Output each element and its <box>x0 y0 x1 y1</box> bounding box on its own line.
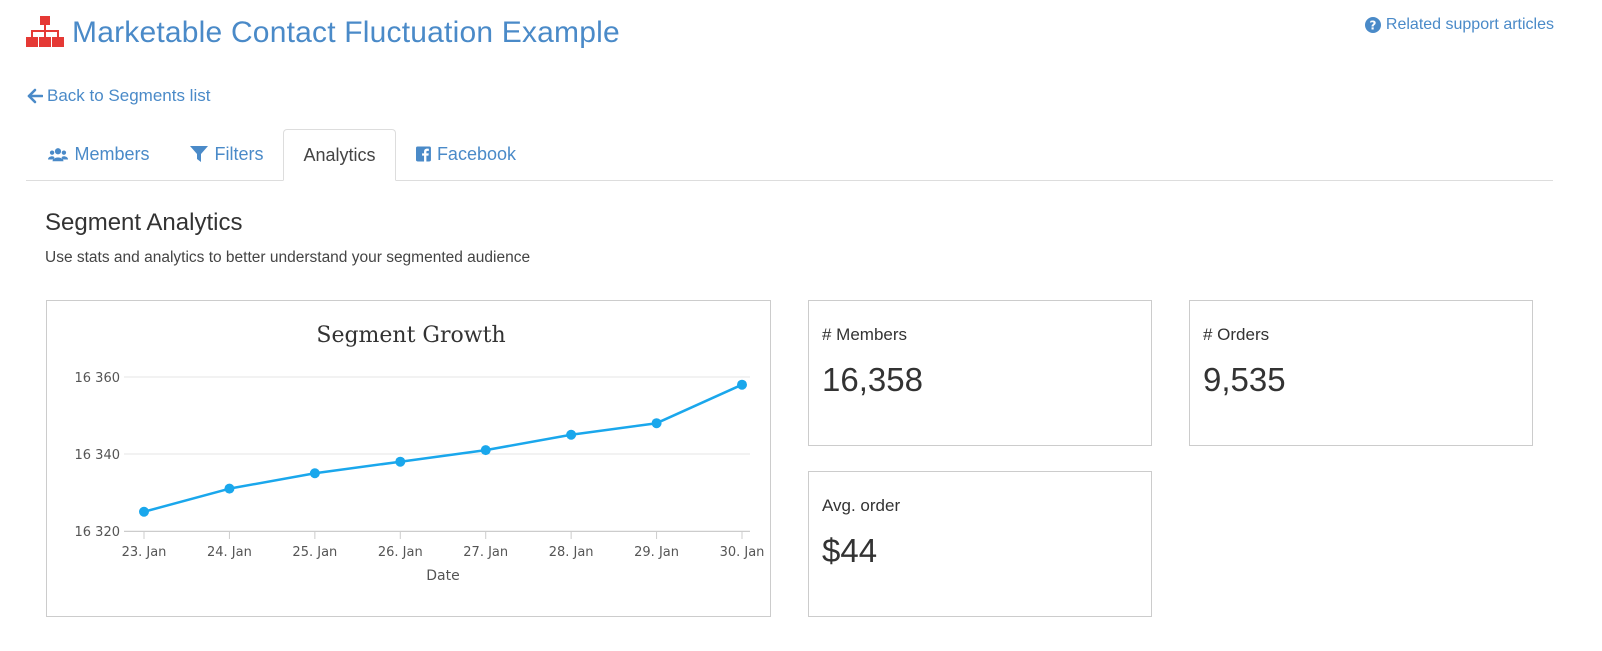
data-point <box>480 445 491 456</box>
chart-title: Segment Growth <box>316 323 505 348</box>
tab-members-label: Members <box>74 143 150 164</box>
svg-text:?: ? <box>1369 19 1376 33</box>
page-title: Marketable Contact Fluctuation Example <box>72 16 620 49</box>
data-point <box>224 483 235 494</box>
stat-card-members: # Members 16,358 <box>808 300 1152 446</box>
tab-filters[interactable]: Filters <box>186 129 266 179</box>
section-title: Segment Analytics <box>45 209 243 236</box>
section-subtitle: Use stats and analytics to better unders… <box>45 249 531 266</box>
arrow-left-icon <box>27 88 43 104</box>
data-point <box>651 418 662 429</box>
chart-series <box>139 379 747 517</box>
chart-axes: 16 320 16 340 16 360 23. Jan 24. Jan 25. Jan 2… <box>75 371 765 560</box>
header: Marketable Contact Fluctuation Example <box>26 14 620 52</box>
tab-filters-label: Filters <box>214 143 264 164</box>
data-point <box>566 429 577 440</box>
tab-facebook-label: Facebook <box>436 143 516 164</box>
stat-label: Avg. order <box>822 496 901 515</box>
related-support-articles-link[interactable]: ? Related support articles <box>1364 16 1554 34</box>
x-tick-label: 29. Jan <box>634 545 679 560</box>
data-point <box>737 379 747 390</box>
question-circle-icon: ? <box>1364 17 1381 33</box>
stat-value: $44 <box>822 532 878 569</box>
users-icon <box>48 148 69 162</box>
x-tick-label: 26. Jan <box>378 545 423 560</box>
filter-icon <box>189 146 208 162</box>
data-point <box>139 506 149 517</box>
stat-card-orders: # Orders 9,535 <box>1189 300 1533 446</box>
tab-analytics-label: Analytics <box>303 144 376 165</box>
tab-facebook[interactable]: Facebook <box>416 129 516 179</box>
y-tick-label: 16 320 <box>75 525 121 540</box>
chart-grid <box>124 376 750 532</box>
segment-growth-chart-card: Segment Growth 16 320 16 340 16 360 23. Jan… <box>46 300 771 617</box>
stat-value: 9,535 <box>1203 361 1286 398</box>
data-point <box>395 456 406 467</box>
facebook-icon <box>416 146 431 162</box>
x-tick-label: 23. Jan <box>122 545 167 560</box>
back-link-label: Back to Segments list <box>47 86 211 105</box>
x-tick-label: 30. Jan <box>720 545 765 560</box>
x-tick-label: 25. Jan <box>292 545 337 560</box>
stat-label: # Members <box>822 325 908 344</box>
tab-bar: Members Filters Analytics Facebook <box>26 129 1553 181</box>
stat-label: # Orders <box>1203 325 1270 344</box>
x-tick-label: 28. Jan <box>549 545 594 560</box>
tab-analytics[interactable]: Analytics <box>283 129 396 181</box>
support-link-label: Related support articles <box>1385 16 1554 33</box>
segment-growth-chart: Segment Growth 16 320 16 340 16 360 23. Jan… <box>75 323 765 584</box>
tab-members[interactable]: Members <box>44 129 154 179</box>
chart-x-axis-label: Date <box>426 568 459 584</box>
y-tick-label: 16 360 <box>75 371 121 386</box>
stat-card-avg-order: Avg. order $44 <box>808 471 1152 617</box>
x-tick-label: 27. Jan <box>463 545 508 560</box>
series-line <box>143 383 743 513</box>
stat-value: 16,358 <box>822 361 923 398</box>
sitemap-icon <box>26 16 64 47</box>
y-tick-label: 16 340 <box>75 448 121 463</box>
x-tick-label: 24. Jan <box>207 545 252 560</box>
back-to-segments-link[interactable]: Back to Segments list <box>27 86 210 106</box>
data-point <box>309 468 320 479</box>
